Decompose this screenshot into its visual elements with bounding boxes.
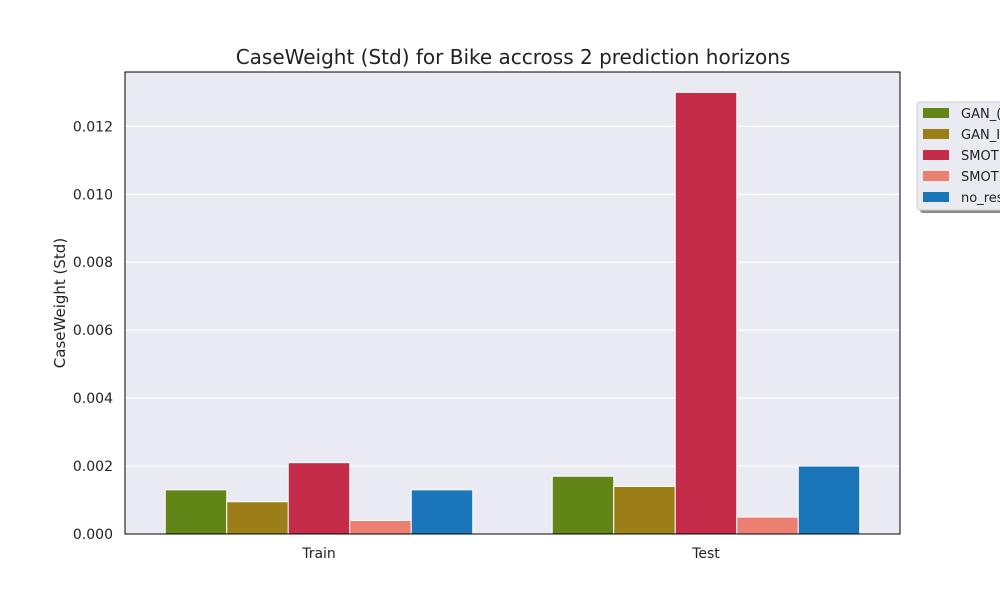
x-tick-label: Train	[301, 546, 336, 562]
legend-swatch	[923, 150, 949, 160]
legend-swatch	[923, 192, 949, 202]
bar	[613, 485, 676, 535]
y-tick-label: 0.002	[73, 459, 113, 475]
x-tick-labels: Train Test	[301, 546, 720, 562]
chart-title: CaseWeight (Std) for Bike accross 2 pred…	[236, 45, 791, 69]
y-tick-label: 0.000	[73, 527, 113, 543]
bar	[674, 91, 738, 535]
legend-label: GAN_I	[961, 128, 1000, 143]
bar	[410, 489, 474, 535]
legend-label: SMOT	[961, 170, 999, 185]
bar	[349, 519, 412, 535]
x-tick-label: Test	[691, 546, 720, 562]
y-tick-label: 0.004	[73, 391, 113, 407]
plot-frame	[124, 71, 901, 535]
legend-swatch	[923, 129, 949, 139]
y-tick-labels: 0.000 0.002 0.004 0.006 0.008 0.010 0.012	[73, 119, 113, 543]
legend: GAN_( GAN_I SMOT SMOT no_res	[916, 101, 1000, 213]
legend-label: SMOT	[961, 149, 999, 164]
bar	[797, 465, 861, 535]
plot-area	[125, 72, 900, 534]
legend-label: no_res	[961, 191, 1000, 206]
bar	[164, 489, 228, 535]
y-tick-label: 0.012	[73, 119, 113, 135]
y-axis-label: CaseWeight (Std)	[51, 238, 69, 368]
bar	[287, 462, 351, 535]
y-tick-label: 0.006	[73, 323, 113, 339]
legend-label: GAN_(	[961, 107, 1000, 122]
legend-swatch	[923, 171, 949, 181]
grid-lines	[125, 125, 900, 535]
bar	[226, 501, 289, 535]
bar	[551, 475, 615, 535]
y-tick-label: 0.008	[73, 255, 113, 271]
bar	[736, 516, 799, 535]
bars	[164, 91, 861, 535]
legend-swatch	[923, 108, 949, 118]
y-tick-label: 0.010	[73, 187, 113, 203]
